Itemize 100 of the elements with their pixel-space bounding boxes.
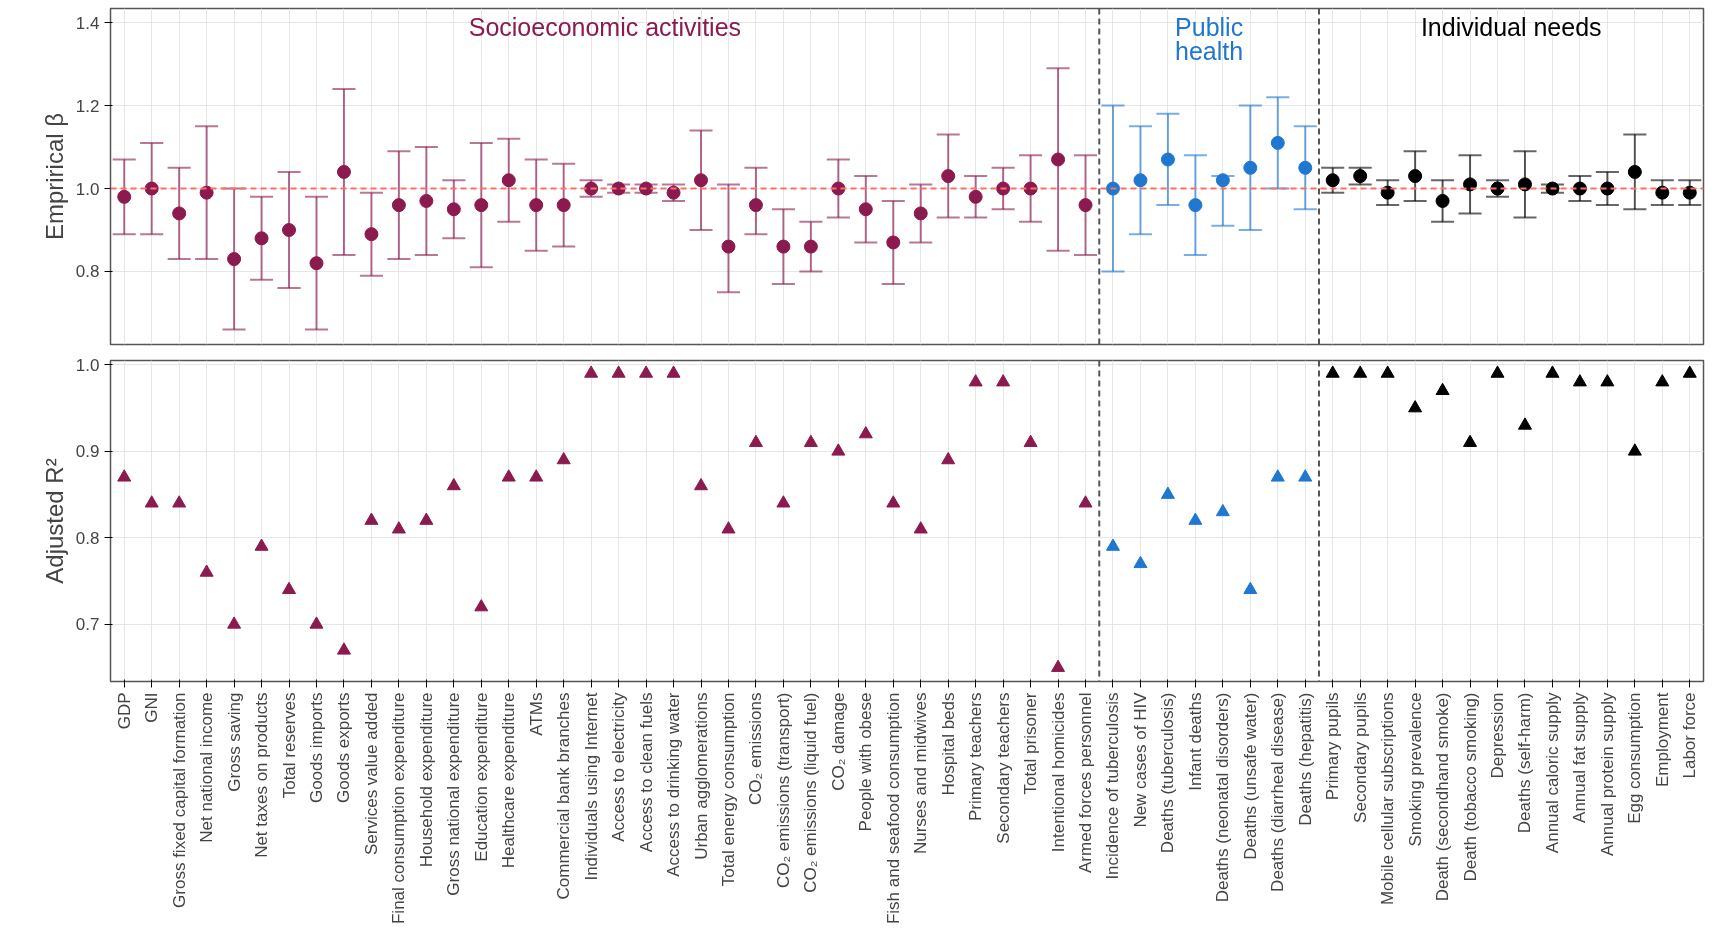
- y-tick-label: 1.2: [75, 96, 100, 116]
- x-tick-label: Total reserves: [279, 692, 299, 799]
- point: [1682, 185, 1697, 200]
- x-tick-label: Secondary teachers: [993, 692, 1013, 844]
- x-tick-label: People with obese: [856, 692, 876, 832]
- point: [474, 198, 489, 213]
- point: [254, 231, 269, 246]
- x-tick-label: Access to clean fuels: [636, 692, 656, 853]
- x-tick-label: Death (secondhand smoke): [1433, 692, 1453, 902]
- point: [721, 521, 736, 534]
- x-tick-label: Deaths (diarrheal disease): [1268, 692, 1288, 892]
- x-tick-label: Gross national expenditure: [444, 692, 464, 896]
- text: Public health: [1175, 12, 1244, 65]
- x-tick-label: Gross fixed capital formation: [169, 692, 189, 908]
- x-tick-label: Household expenditure: [416, 692, 436, 868]
- y-axis-title: Adjusted R²: [40, 458, 68, 584]
- point: [913, 206, 928, 221]
- x-tick-label: Annual fat supply: [1570, 692, 1590, 823]
- point: [1215, 503, 1230, 517]
- x-tick-label: Egg consumption: [1625, 692, 1645, 824]
- x-tick-label: Deaths (neonatal disorders): [1213, 692, 1233, 903]
- point: [419, 193, 434, 208]
- point: [501, 469, 516, 482]
- x-tick-label: Smoking prevalence: [1405, 692, 1425, 847]
- point: [941, 169, 956, 184]
- x-tick-label: CO₂ emissions: [746, 692, 766, 805]
- point: [556, 452, 571, 465]
- x-tick-label: Urban agglomerations: [691, 692, 711, 860]
- x-tick-label: Mobile cellular subscriptions: [1378, 692, 1398, 906]
- point: [913, 521, 928, 534]
- point: [996, 181, 1011, 196]
- point: [1463, 177, 1478, 192]
- point: [227, 252, 242, 267]
- point: [1517, 177, 1532, 192]
- point: [831, 443, 846, 456]
- point: [419, 512, 434, 525]
- text: Individual needs: [1420, 12, 1602, 41]
- point: [748, 198, 763, 213]
- x-tick-label: Healthcare expenditure: [499, 692, 519, 869]
- point: [254, 538, 269, 551]
- point: [803, 239, 818, 254]
- x-tick-label: Access to electricity: [609, 692, 629, 842]
- point: [1353, 365, 1368, 378]
- point: [666, 185, 681, 200]
- point: [1600, 374, 1615, 387]
- x-tick-label: Incidence of tuberculosis: [1103, 692, 1123, 880]
- x-tick-label: Services value added: [361, 692, 381, 856]
- point: [1243, 581, 1258, 595]
- point: [1133, 555, 1148, 569]
- x-tick-label: Total prisoner: [1021, 692, 1041, 795]
- point: [1572, 374, 1587, 387]
- x-tick-label: Labor force: [1680, 692, 1700, 779]
- point: [1133, 173, 1148, 188]
- x-tick-label: Nurses and midwives: [911, 692, 931, 855]
- x-tick-label: Death (tobacco smoking): [1460, 692, 1480, 882]
- point: [748, 434, 763, 447]
- point: [1490, 365, 1505, 378]
- point: [1655, 374, 1670, 387]
- point: [1380, 185, 1395, 200]
- point: [1408, 400, 1423, 413]
- point: [172, 495, 187, 508]
- point: [1463, 434, 1478, 447]
- point: [1160, 152, 1175, 167]
- x-tick-label: Net taxes on products: [252, 692, 272, 858]
- point: [776, 495, 791, 508]
- x-tick-label: Education expenditure: [471, 692, 491, 862]
- point: [364, 227, 379, 242]
- point: [364, 512, 379, 525]
- point: [446, 202, 461, 217]
- x-tick-label: Depression: [1488, 692, 1508, 779]
- x-tick-label: GDP: [114, 692, 134, 730]
- point: [803, 434, 818, 447]
- point: [1051, 152, 1066, 167]
- point: [1325, 173, 1340, 188]
- point: [391, 521, 406, 534]
- point: [501, 173, 516, 188]
- point: [1023, 434, 1038, 447]
- point: [144, 495, 159, 508]
- point: [1105, 538, 1120, 551]
- point: [199, 185, 214, 200]
- point: [474, 599, 489, 612]
- point: [117, 189, 132, 204]
- point: [1051, 659, 1066, 672]
- point: [309, 616, 324, 629]
- point: [336, 642, 351, 655]
- point: [1655, 185, 1670, 200]
- point: [336, 164, 351, 179]
- point: [556, 198, 571, 213]
- x-tick-label: Gross saving: [224, 692, 244, 792]
- x-tick-label: Primary teachers: [966, 692, 986, 821]
- point: [1545, 365, 1560, 378]
- point: [391, 198, 406, 213]
- point: [1160, 486, 1175, 499]
- point: [1517, 417, 1532, 430]
- x-tick-label: Commercial bank branches: [554, 692, 574, 900]
- point: [886, 495, 901, 508]
- point: [886, 235, 901, 250]
- point: [282, 581, 297, 595]
- point: [858, 202, 873, 217]
- x-tick-label: Fish and seafood consumption: [883, 692, 903, 925]
